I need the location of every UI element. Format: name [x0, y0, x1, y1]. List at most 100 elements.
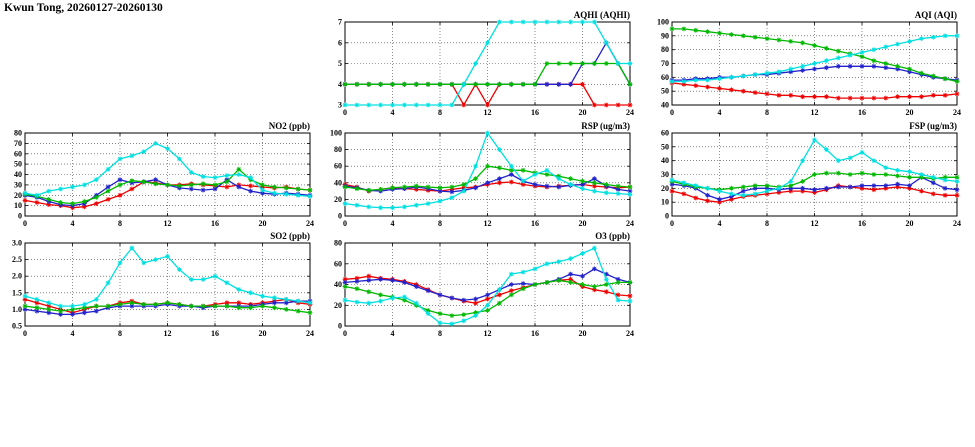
svg-text:10: 10: [14, 201, 22, 210]
svg-text:2.0: 2.0: [12, 272, 22, 281]
svg-text:4: 4: [391, 329, 395, 338]
svg-text:24: 24: [626, 108, 634, 117]
svg-text:80: 80: [334, 145, 342, 154]
svg-text:60: 60: [14, 149, 22, 158]
svg-text:24: 24: [953, 219, 961, 228]
chart-rsp: RSP (ug/m3) 0 4 8 12 16 20 24 0 20 40 60 80 100: [323, 121, 643, 233]
svg-text:20: 20: [334, 195, 342, 204]
svg-text:4: 4: [718, 219, 722, 228]
svg-text:40: 40: [14, 170, 22, 179]
svg-text:12: 12: [484, 108, 492, 117]
svg-text:20: 20: [579, 219, 587, 228]
chart-title-aqi: AQI (AQI): [914, 10, 957, 20]
chart-aqhi: AQHI (AQHI) 0 4 8 12 16 20 24 3 4 5 6 7: [323, 10, 643, 122]
page-title: Kwun Tong, 20260127-20260130: [4, 2, 163, 14]
svg-text:1.0: 1.0: [12, 305, 22, 314]
plot-rsp: 0 4 8 12 16 20 24 0 20 40 60 80 100: [330, 129, 634, 229]
svg-text:100: 100: [330, 129, 342, 138]
svg-text:24: 24: [306, 329, 314, 338]
svg-text:50: 50: [661, 142, 669, 151]
svg-text:4: 4: [718, 108, 722, 117]
svg-text:0: 0: [665, 212, 669, 221]
plot-fsp: 0 4 8 12 16 20 24 0 10 20 30 40 50 60: [661, 129, 961, 229]
svg-text:40: 40: [661, 101, 669, 110]
svg-text:16: 16: [531, 108, 539, 117]
svg-text:60: 60: [334, 162, 342, 171]
svg-text:12: 12: [484, 219, 492, 228]
svg-text:4: 4: [391, 108, 395, 117]
svg-text:70: 70: [661, 59, 669, 68]
svg-text:24: 24: [626, 219, 634, 228]
svg-text:80: 80: [14, 129, 22, 138]
svg-text:90: 90: [661, 31, 669, 40]
svg-text:24: 24: [626, 329, 634, 338]
svg-text:80: 80: [661, 45, 669, 54]
svg-text:10: 10: [661, 198, 669, 207]
svg-text:0: 0: [670, 108, 674, 117]
svg-text:0: 0: [338, 322, 342, 331]
svg-text:3.0: 3.0: [12, 239, 22, 248]
svg-text:0: 0: [18, 212, 22, 221]
svg-text:20: 20: [661, 184, 669, 193]
svg-text:8: 8: [118, 329, 122, 338]
chart-title-rsp: RSP (ug/m3): [581, 121, 630, 131]
svg-text:16: 16: [211, 329, 219, 338]
svg-text:0: 0: [23, 329, 27, 338]
svg-text:0: 0: [343, 219, 347, 228]
svg-text:40: 40: [334, 280, 342, 289]
chart-title-fsp: FSP (ug/m3): [909, 121, 957, 131]
svg-text:4: 4: [71, 219, 75, 228]
svg-text:16: 16: [858, 219, 866, 228]
svg-text:12: 12: [811, 108, 819, 117]
svg-text:60: 60: [661, 129, 669, 138]
svg-text:0: 0: [343, 108, 347, 117]
svg-text:40: 40: [661, 156, 669, 165]
svg-text:50: 50: [661, 87, 669, 96]
svg-text:0: 0: [23, 219, 27, 228]
plot-so2: 0 4 8 12 16 20 24 0.5 1.0 1.5 2.0 2.5 3.0: [12, 239, 314, 339]
svg-text:70: 70: [14, 139, 22, 148]
svg-text:8: 8: [765, 219, 769, 228]
svg-text:24: 24: [306, 219, 314, 228]
svg-text:0: 0: [338, 212, 342, 221]
chart-fsp: FSP (ug/m3) 0 4 8 12 16 20 24 0 10 20 30 40 50 60: [650, 121, 970, 233]
chart-o3: O3 (ppb) 0 4 8 12 16 20 24 0 20 40 60 80: [323, 231, 643, 343]
svg-text:8: 8: [765, 108, 769, 117]
svg-text:12: 12: [811, 219, 819, 228]
svg-text:7: 7: [338, 18, 342, 27]
svg-text:20: 20: [259, 219, 267, 228]
svg-text:3: 3: [338, 101, 342, 110]
svg-text:50: 50: [14, 160, 22, 169]
svg-text:30: 30: [661, 170, 669, 179]
svg-text:12: 12: [164, 219, 172, 228]
svg-text:4: 4: [338, 80, 342, 89]
svg-text:20: 20: [906, 219, 914, 228]
chart-title-o3: O3 (ppb): [595, 231, 630, 241]
svg-text:16: 16: [531, 219, 539, 228]
svg-text:4: 4: [71, 329, 75, 338]
svg-text:0.5: 0.5: [12, 322, 22, 331]
svg-text:20: 20: [906, 108, 914, 117]
svg-text:2.5: 2.5: [12, 255, 22, 264]
svg-text:100: 100: [657, 18, 669, 27]
chart-title-aqhi: AQHI (AQHI): [573, 10, 630, 20]
chart-title-no2: NO2 (ppb): [268, 121, 310, 131]
chart-so2: SO2 (ppb) 0 4 8 12 16 20 24 0.5 1.0 1.5 2.0 2.5 3.0: [3, 231, 323, 343]
chart-no2: NO2 (ppb) 0 4 8 12 16 20 24 0 10 20 30 40 50 60 70 80: [3, 121, 323, 233]
svg-text:20: 20: [579, 108, 587, 117]
svg-text:0: 0: [670, 219, 674, 228]
svg-text:20: 20: [579, 329, 587, 338]
svg-text:30: 30: [14, 180, 22, 189]
svg-text:16: 16: [211, 219, 219, 228]
svg-text:5: 5: [338, 59, 342, 68]
chart-title-so2: SO2 (ppb): [270, 231, 310, 241]
svg-text:8: 8: [438, 329, 442, 338]
plot-o3: 0 4 8 12 16 20 24 0 20 40 60 80: [334, 239, 634, 339]
svg-text:20: 20: [334, 301, 342, 310]
plot-aqhi: 0 4 8 12 16 20 24 3 4 5 6 7: [338, 18, 634, 118]
svg-text:16: 16: [531, 329, 539, 338]
svg-text:80: 80: [334, 239, 342, 248]
svg-text:1.5: 1.5: [12, 288, 22, 297]
